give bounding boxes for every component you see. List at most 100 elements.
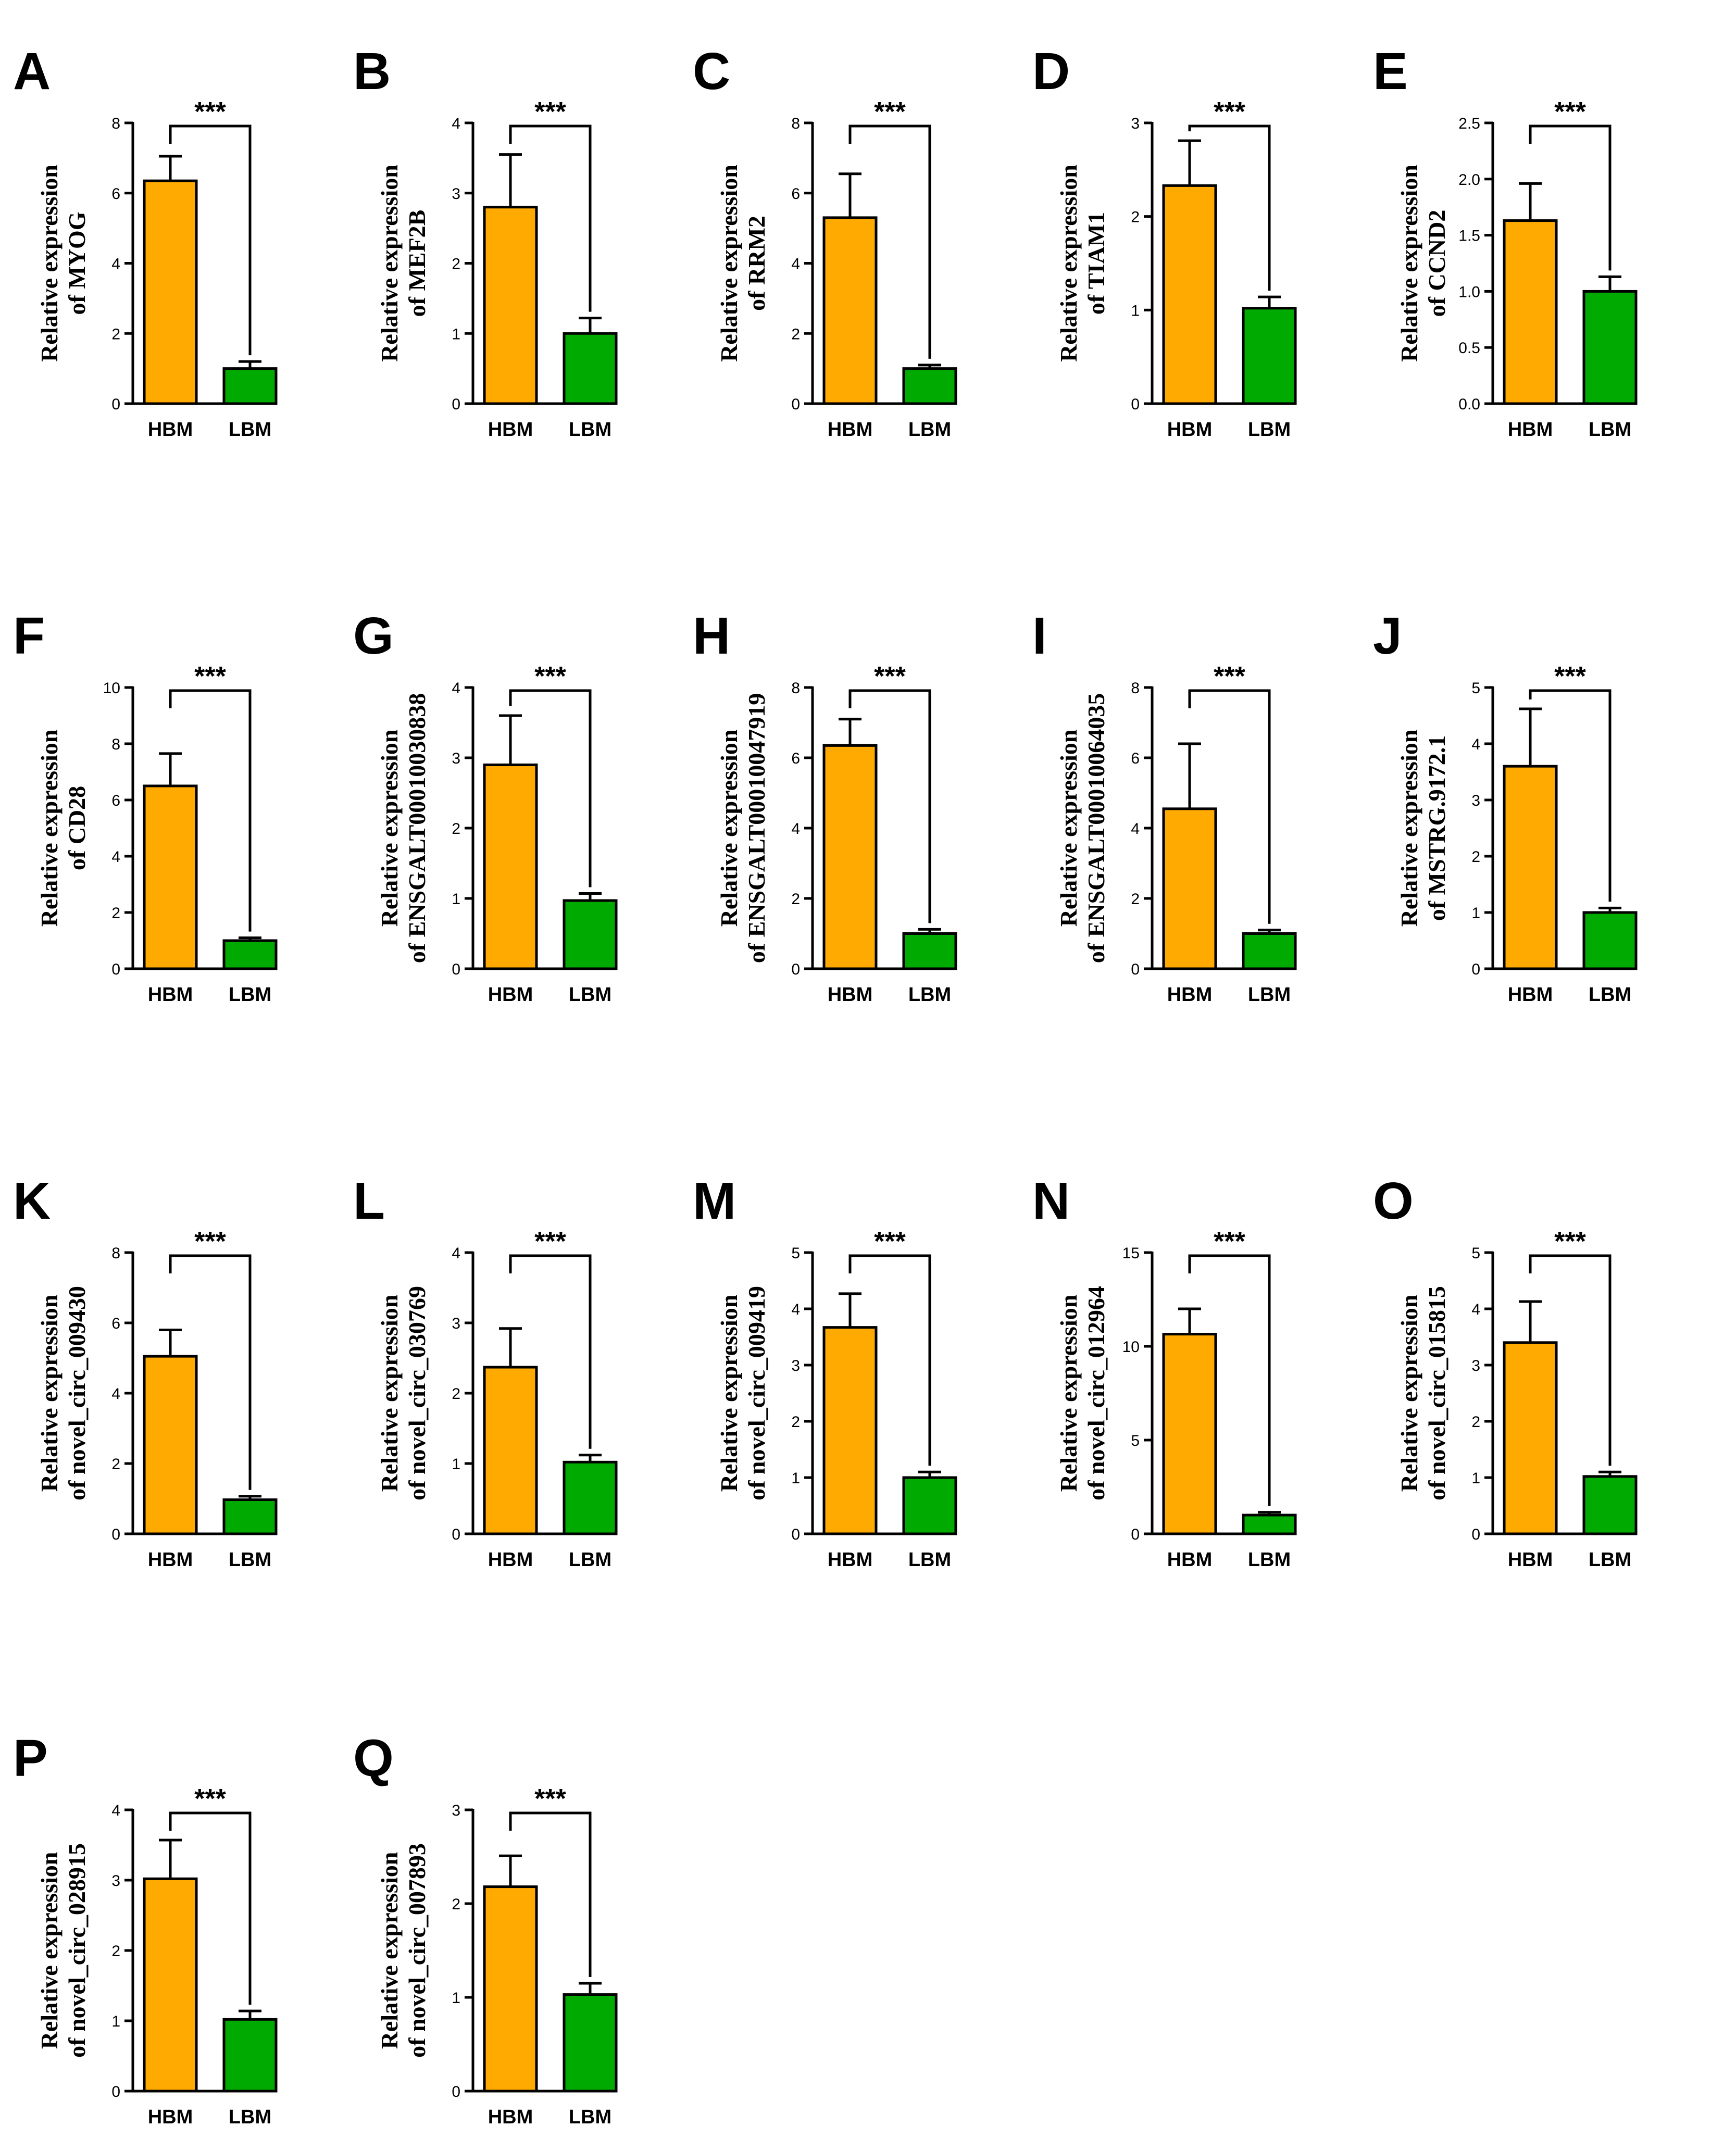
significance-bracket: [509, 1254, 592, 1449]
panel-letter: O: [1373, 1172, 1414, 1230]
significance-label: ***: [534, 1784, 566, 1814]
y-tick-label: 8: [111, 736, 120, 753]
bar-hbm: [1503, 765, 1558, 970]
x-category-label: HBM: [488, 984, 533, 1006]
x-category-label: LBM: [908, 984, 951, 1006]
significance-bracket: [509, 1811, 592, 1977]
significance-bracket: [509, 689, 592, 887]
bar-hbm: [822, 216, 878, 405]
panel-letter: H: [693, 607, 730, 665]
y-tick-label: 1: [452, 1456, 460, 1473]
y-tick-label: 1: [1471, 1470, 1480, 1487]
x-category-label: HBM: [148, 1549, 193, 1571]
y-axis-label-line1: Relative expression: [376, 1852, 403, 2049]
significance-label: ***: [194, 1784, 226, 1814]
bar-lbm: [1582, 1475, 1638, 1535]
y-axis-label-line1: Relative expression: [376, 165, 403, 362]
significance-label: ***: [194, 1227, 226, 1257]
x-category-label: HBM: [148, 2106, 193, 2128]
y-tick-label: 4: [791, 256, 800, 273]
x-category-label: HBM: [488, 1549, 533, 1571]
y-tick-label: 3: [111, 1872, 120, 1890]
panel-N: N Relative expression of novel_circ_012964…: [1032, 1172, 1297, 1571]
significance-bracket: [1529, 124, 1612, 271]
panel-letter: D: [1032, 42, 1070, 101]
x-category-label: HBM: [828, 419, 873, 441]
x-category-label: HBM: [1508, 1549, 1553, 1571]
panel-M: M Relative expression of novel_circ_009419…: [693, 1172, 957, 1571]
y-tick-label: 6: [1131, 750, 1140, 767]
y-tick-label: 8: [111, 115, 120, 132]
significance-bracket: [169, 1811, 252, 2005]
panel-letter: B: [353, 42, 391, 101]
y-tick-label: 2: [1471, 848, 1480, 866]
x-category-label: HBM: [1167, 419, 1213, 441]
y-tick-label: 4: [791, 820, 800, 837]
bar-lbm: [222, 1498, 278, 1535]
x-category-label: LBM: [229, 419, 271, 441]
x-category-label: HBM: [488, 2106, 533, 2128]
x-category-label: HBM: [1167, 984, 1213, 1006]
significance-bracket: [1529, 1254, 1612, 1466]
panel-K: K Relative expression of novel_circ_009430…: [13, 1172, 278, 1571]
panel-A: A Relative expression of MYOG 0 2 4 6 8 HBM LBM **…: [13, 42, 278, 441]
y-tick-label: 1.0: [1458, 283, 1480, 301]
significance-bracket: [1188, 124, 1271, 291]
y-tick-label: 6: [791, 750, 800, 767]
bar-hbm: [483, 206, 538, 405]
bar-lbm: [1582, 290, 1638, 405]
y-tick-label: 3: [791, 1357, 800, 1374]
y-tick-label: 6: [111, 792, 120, 809]
significance-label: ***: [534, 1227, 566, 1257]
y-tick-label: 0: [791, 396, 800, 413]
panel-letter: K: [13, 1172, 51, 1230]
panel-D: D Relative expression of TIAM1 0 1 2 3 HBM LBM **…: [1032, 42, 1297, 441]
y-axis-label-line1: Relative expression: [376, 730, 403, 927]
y-tick-label: 4: [111, 1385, 120, 1403]
y-tick-label: 4: [1131, 820, 1140, 837]
y-tick-label: 5: [791, 1245, 800, 1262]
x-category-label: HBM: [1508, 984, 1553, 1006]
significance-label: ***: [534, 661, 566, 692]
x-category-label: HBM: [1167, 1549, 1213, 1571]
bar-lbm: [902, 367, 957, 405]
significance-label: ***: [1554, 1227, 1586, 1257]
panel-letter: L: [353, 1172, 385, 1230]
y-axis-label-line1: Relative expression: [716, 165, 742, 362]
x-category-label: LBM: [1589, 984, 1631, 1006]
panel-F: F Relative expression of CD28 0 2 4 6 8 10 HBM LBM…: [13, 607, 278, 1006]
y-tick-label: 2: [1471, 1414, 1480, 1431]
panel-B: B Relative expression of MEF2B 0 1 2 3 4 HBM LBM *…: [353, 42, 618, 441]
y-axis-label-line2: of MYOG: [64, 211, 90, 315]
bar-hbm: [143, 1877, 198, 2093]
significance-label: ***: [874, 1227, 906, 1257]
y-tick-label: 4: [1471, 736, 1480, 753]
significance-label: ***: [874, 661, 906, 692]
y-tick-label: 0: [452, 396, 460, 413]
y-tick-label: 3: [1471, 792, 1480, 809]
y-tick-label: 2: [452, 1385, 460, 1403]
y-axis-label-line1: Relative expression: [1396, 1295, 1422, 1492]
bar-lbm: [1242, 307, 1297, 405]
bar-hbm: [143, 784, 198, 970]
y-tick-label: 1: [452, 326, 460, 343]
x-category-label: HBM: [828, 1549, 873, 1571]
panel-letter: J: [1373, 607, 1402, 665]
y-tick-label: 4: [452, 1245, 460, 1262]
y-axis-label-line2: of MSTRG.9172.1: [1423, 735, 1450, 921]
y-tick-label: 4: [452, 680, 460, 697]
y-tick-label: 2: [1131, 209, 1140, 226]
x-category-label: HBM: [148, 984, 193, 1006]
y-tick-label: 1: [111, 2013, 120, 2030]
y-tick-label: 0: [791, 1526, 800, 1543]
bar-hbm: [143, 179, 198, 405]
y-tick-label: 0: [111, 961, 120, 978]
y-tick-label: 10: [103, 680, 120, 697]
bar-hbm: [483, 764, 538, 970]
bar-lbm: [902, 1476, 957, 1535]
significance-label: ***: [1214, 97, 1245, 127]
y-axis-label-line1: Relative expression: [36, 730, 63, 927]
y-tick-label: 3: [452, 1802, 460, 1819]
y-axis-label-line2: of ENSGALT00010047919: [743, 693, 770, 963]
x-category-label: LBM: [1589, 419, 1631, 441]
